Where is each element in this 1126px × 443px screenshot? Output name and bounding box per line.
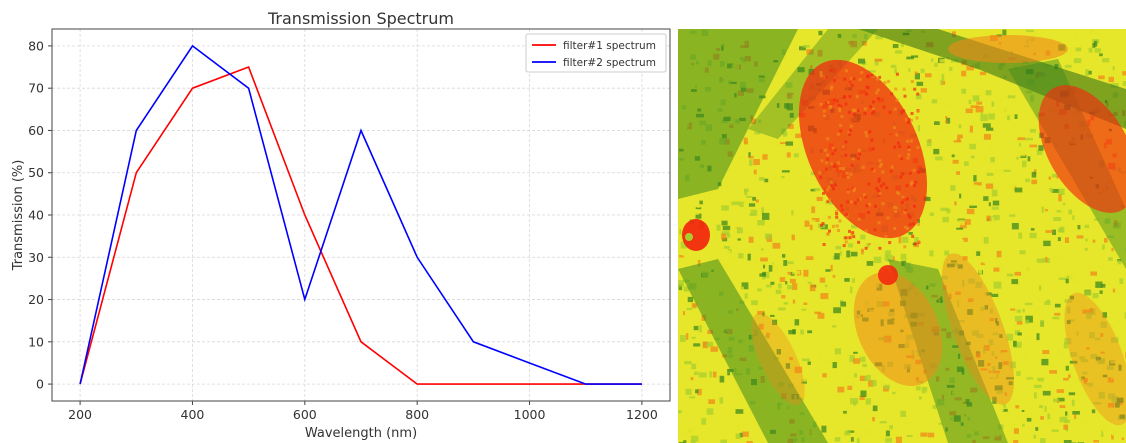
series-line-filter1	[79, 65, 642, 385]
y-tick-label: 0	[36, 377, 44, 392]
y-tick-label: 50	[28, 165, 44, 180]
y-tick-label: 20	[28, 292, 44, 307]
y-axis-label: Transmission (%)	[11, 160, 26, 272]
x-tick-label: 200	[68, 407, 92, 422]
y-tick-label: 10	[28, 334, 44, 349]
chart-legend: filter#1 spectrum filter#2 spectrum	[525, 33, 667, 73]
x-axis-label: Wavelength (nm)	[305, 426, 417, 441]
x-tick-label: 600	[293, 407, 317, 422]
series-lines	[79, 44, 642, 385]
series-line-filter2	[79, 44, 642, 385]
axis-ticks: 200 400 600 800 1000 1200 0 10 20 30 40 50 60 70 80	[28, 38, 658, 422]
y-tick-label: 30	[28, 250, 44, 265]
y-tick-label: 60	[28, 123, 44, 138]
grid-lines	[52, 29, 670, 401]
y-tick-label: 80	[28, 38, 44, 53]
legend-label-filter2: filter#2 spectrum	[563, 57, 656, 69]
x-tick-label: 400	[181, 407, 205, 422]
aerial-field-heatmap-image	[678, 29, 1126, 443]
y-tick-label: 70	[28, 81, 44, 96]
y-tick-label: 40	[28, 208, 44, 223]
x-tick-label: 800	[405, 407, 429, 422]
x-tick-label: 1200	[626, 407, 658, 422]
chart-title: Transmission Spectrum	[267, 9, 454, 28]
x-tick-label: 1000	[514, 407, 546, 422]
legend-box	[525, 33, 667, 73]
legend-label-filter1: filter#1 spectrum	[563, 40, 656, 52]
transmission-chart: Transmission Spectrum 200 400 600 800 1000 12…	[11, 9, 671, 441]
